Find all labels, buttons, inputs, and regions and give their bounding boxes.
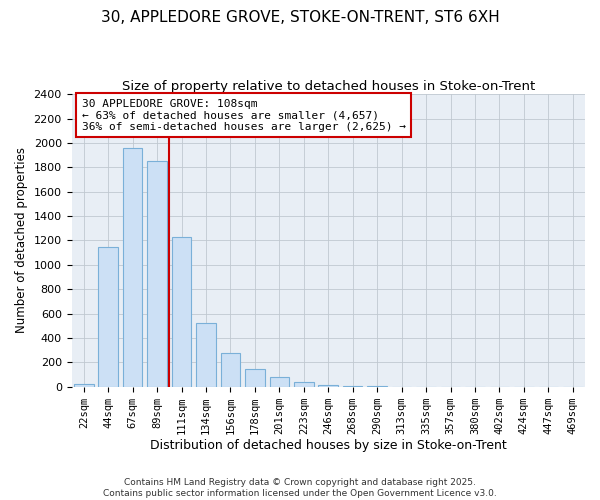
Bar — [294, 382, 314, 386]
Bar — [269, 377, 289, 386]
X-axis label: Distribution of detached houses by size in Stoke-on-Trent: Distribution of detached houses by size … — [150, 440, 506, 452]
Bar — [221, 353, 240, 386]
Bar — [245, 369, 265, 386]
Y-axis label: Number of detached properties: Number of detached properties — [15, 148, 28, 334]
Bar — [319, 385, 338, 386]
Bar — [148, 161, 167, 386]
Text: 30 APPLEDORE GROVE: 108sqm
← 63% of detached houses are smaller (4,657)
36% of s: 30 APPLEDORE GROVE: 108sqm ← 63% of deta… — [82, 98, 406, 132]
Bar — [172, 237, 191, 386]
Bar — [74, 384, 94, 386]
Text: 30, APPLEDORE GROVE, STOKE-ON-TRENT, ST6 6XH: 30, APPLEDORE GROVE, STOKE-ON-TRENT, ST6… — [101, 10, 499, 25]
Bar — [196, 324, 216, 386]
Text: Contains HM Land Registry data © Crown copyright and database right 2025.
Contai: Contains HM Land Registry data © Crown c… — [103, 478, 497, 498]
Title: Size of property relative to detached houses in Stoke-on-Trent: Size of property relative to detached ho… — [122, 80, 535, 93]
Bar — [123, 148, 142, 386]
Bar — [98, 246, 118, 386]
